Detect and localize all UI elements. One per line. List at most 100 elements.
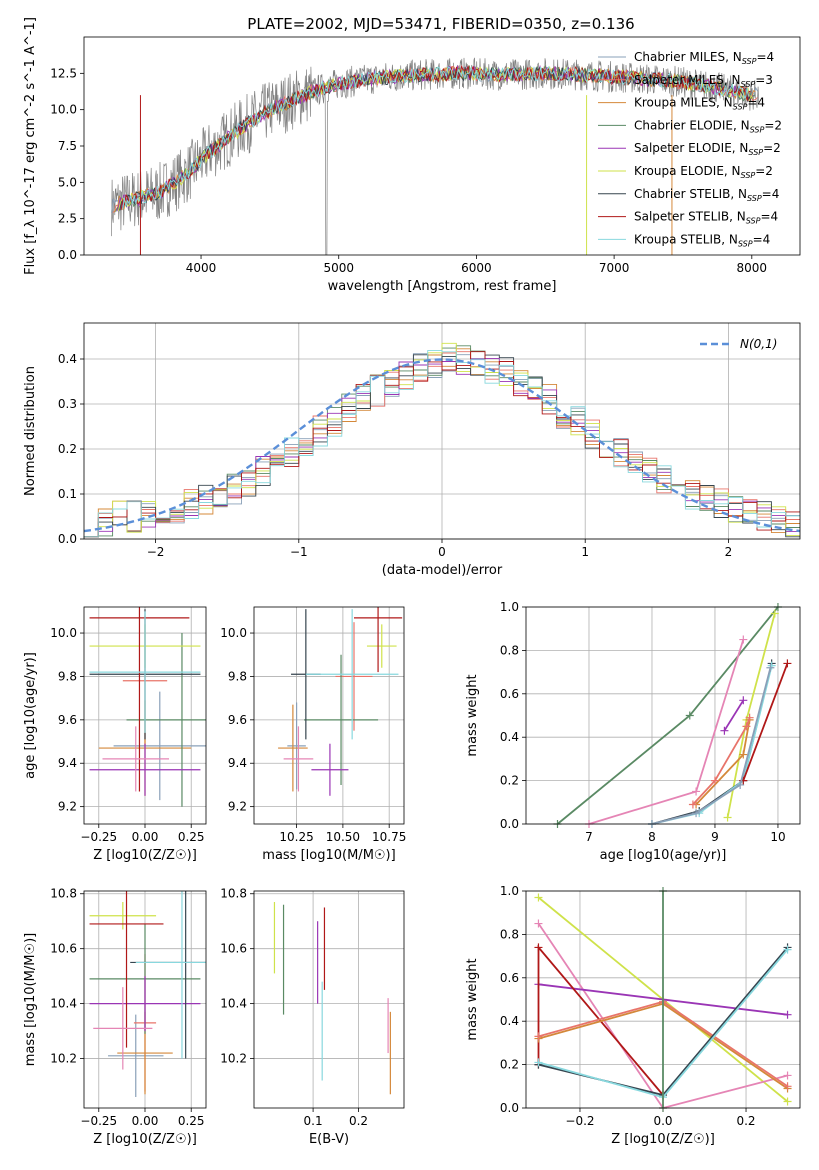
spectrum-model-line xyxy=(122,65,750,210)
mass-weight-line xyxy=(651,667,772,825)
y-tick-label: 0.4 xyxy=(58,352,77,366)
x-tick-label: 0.0 xyxy=(653,1114,672,1128)
y-tick-label: 9.8 xyxy=(58,669,77,683)
y-tick-label: 9.2 xyxy=(58,800,77,814)
y-axis-label: mass [log10(M/M☉)] xyxy=(23,933,38,1066)
mass-weight-marker xyxy=(783,1010,792,1019)
mass-weight-marker xyxy=(710,776,719,785)
x-tick-label: 0.00 xyxy=(132,1114,159,1128)
x-tick-label: 8 xyxy=(648,830,656,844)
y-axis-label: Flux [f_λ 10^-17 erg cm^-2 s^-1 A^-1] xyxy=(23,17,38,275)
axes-frame xyxy=(83,606,207,825)
y-tick-label: 10.0 xyxy=(50,626,77,640)
x-tick-label: 7000 xyxy=(599,261,630,275)
y-axis-label: age [log10(age/yr)] xyxy=(23,652,38,779)
y-tick-label: 1.0 xyxy=(500,600,519,614)
x-tick-label: 0.2 xyxy=(736,1114,755,1128)
spectrum-panel: 4000 5000 6000 7000 8000 0.0 2.5 5.0 7.5 10.0 12.5… xyxy=(23,17,782,294)
x-tick-label: −0.25 xyxy=(80,830,117,844)
y-tick-label: 10.8 xyxy=(50,887,77,901)
mass-weight-marker xyxy=(783,1071,792,1080)
y-tick-label: 10.4 xyxy=(220,997,247,1011)
y-tick-label: 0.0 xyxy=(58,532,77,546)
mass-weight-marker xyxy=(783,945,792,954)
y-tick-label: 1.0 xyxy=(500,884,519,898)
residuals-panel: −2 −1 0 1 2 0.0 0.1 0.2 0.3 0.4 (data-model)/error… xyxy=(23,323,801,578)
x-axis-label: E(B-V) xyxy=(309,1132,349,1147)
y-tick-label: 9.8 xyxy=(228,669,247,683)
mass-weight-marker xyxy=(534,943,543,952)
x-tick-label: −1 xyxy=(290,545,308,559)
y-tick-label: 9.6 xyxy=(228,713,247,727)
y-tick-label: 0.3 xyxy=(58,397,77,411)
x-tick-label: 0 xyxy=(438,545,446,559)
x-tick-label: 2 xyxy=(725,545,733,559)
y-axis-label: mass weight xyxy=(465,958,480,1040)
mass_vs_ebv-panel: 0.1 0.2 10.2 10.4 10.6 10.8 E(B-V) xyxy=(220,887,404,1147)
axes-frame xyxy=(83,322,801,540)
axes-frame xyxy=(253,606,405,825)
y-tick-label: 0.8 xyxy=(500,643,519,657)
spectrum-model-line xyxy=(115,64,756,212)
x-tick-label: 0.25 xyxy=(178,1114,205,1128)
mass-weight-marker xyxy=(534,1058,543,1067)
x-tick-label: 5000 xyxy=(323,261,354,275)
x-tick-label: 10.25 xyxy=(279,830,313,844)
x-axis-label: wavelength [Angstrom, rest frame] xyxy=(328,279,557,294)
y-tick-label: 9.4 xyxy=(58,756,77,770)
x-tick-label: 4000 xyxy=(186,261,217,275)
legend-entry: Kroupa MILES, NSSP=4 xyxy=(634,96,765,112)
x-tick-label: −0.25 xyxy=(80,1114,117,1128)
mass-weight-marker xyxy=(783,1082,792,1091)
y-tick-label: 0.6 xyxy=(500,687,519,701)
mass-weight-marker xyxy=(685,711,694,720)
x-tick-label: 7 xyxy=(585,830,593,844)
y-tick-label: 0.0 xyxy=(500,1101,519,1115)
x-tick-label: −2 xyxy=(147,545,165,559)
y-tick-label: 10.0 xyxy=(50,103,77,117)
mass_vs_Z-panel: −0.25 0.00 0.25 10.2 10.4 10.6 10.8 Z [log10(Z/… xyxy=(23,887,206,1147)
y-tick-label: 12.5 xyxy=(50,66,77,80)
x-tick-label: 0.00 xyxy=(132,830,159,844)
mass-weight-line xyxy=(723,699,745,732)
x-tick-label: 1 xyxy=(581,545,589,559)
y-tick-label: 10.8 xyxy=(220,887,247,901)
mass-weight-marker xyxy=(534,919,543,928)
y-tick-label: 0.0 xyxy=(500,817,519,831)
axes-frame xyxy=(83,890,207,1109)
x-tick-label: 0.1 xyxy=(304,1114,323,1128)
y-tick-label: 10.6 xyxy=(220,942,247,956)
x-axis-label: Z [log10(Z/Z☉)] xyxy=(611,1132,715,1147)
x-axis-label: Z [log10(Z/Z☉)] xyxy=(93,1132,197,1147)
y-tick-label: 10.4 xyxy=(50,997,77,1011)
massweight_vs_age-panel: 7 8 9 10 0.0 0.2 0.4 0.6 0.8 1.0 age [log10(age/yr… xyxy=(465,600,800,863)
x-tick-label: 10.50 xyxy=(326,830,360,844)
y-tick-label: 9.2 xyxy=(228,800,247,814)
mass-weight-marker xyxy=(739,696,748,705)
age_vs_Z-panel: −0.25 0.00 0.25 9.2 9.4 9.6 9.8 10.0 Z [log10(Z/… xyxy=(23,607,206,863)
mass-weight-marker xyxy=(766,663,775,672)
y-tick-label: 0.2 xyxy=(58,442,77,456)
x-tick-label: 9 xyxy=(711,830,719,844)
y-tick-label: 0.8 xyxy=(500,927,519,941)
mass-weight-marker xyxy=(745,713,754,722)
legend-entry: N(0,1) xyxy=(740,337,777,351)
y-tick-label: 0.4 xyxy=(500,730,519,744)
spectrum-model-line xyxy=(119,66,752,211)
mass-weight-marker xyxy=(742,722,751,731)
x-axis-label: Z [log10(Z/Z☉)] xyxy=(93,848,197,863)
x-tick-label: −0.2 xyxy=(565,1114,594,1128)
mass-weight-marker xyxy=(692,809,701,818)
legend-entry: Kroupa ELODIE, NSSP=2 xyxy=(634,164,773,180)
y-tick-label: 10.0 xyxy=(220,626,247,640)
mass-weight-marker xyxy=(783,659,792,668)
x-axis-label: (data-model)/error xyxy=(382,563,503,578)
y-tick-label: 0.2 xyxy=(500,774,519,788)
mass-weight-marker xyxy=(534,893,543,902)
legend-entry: Salpeter STELIB, NSSP=4 xyxy=(634,210,778,226)
y-tick-label: 0.0 xyxy=(58,248,77,262)
mass-weight-marker xyxy=(723,813,732,822)
mass-weight-marker xyxy=(720,726,729,735)
y-tick-label: 10.6 xyxy=(50,942,77,956)
